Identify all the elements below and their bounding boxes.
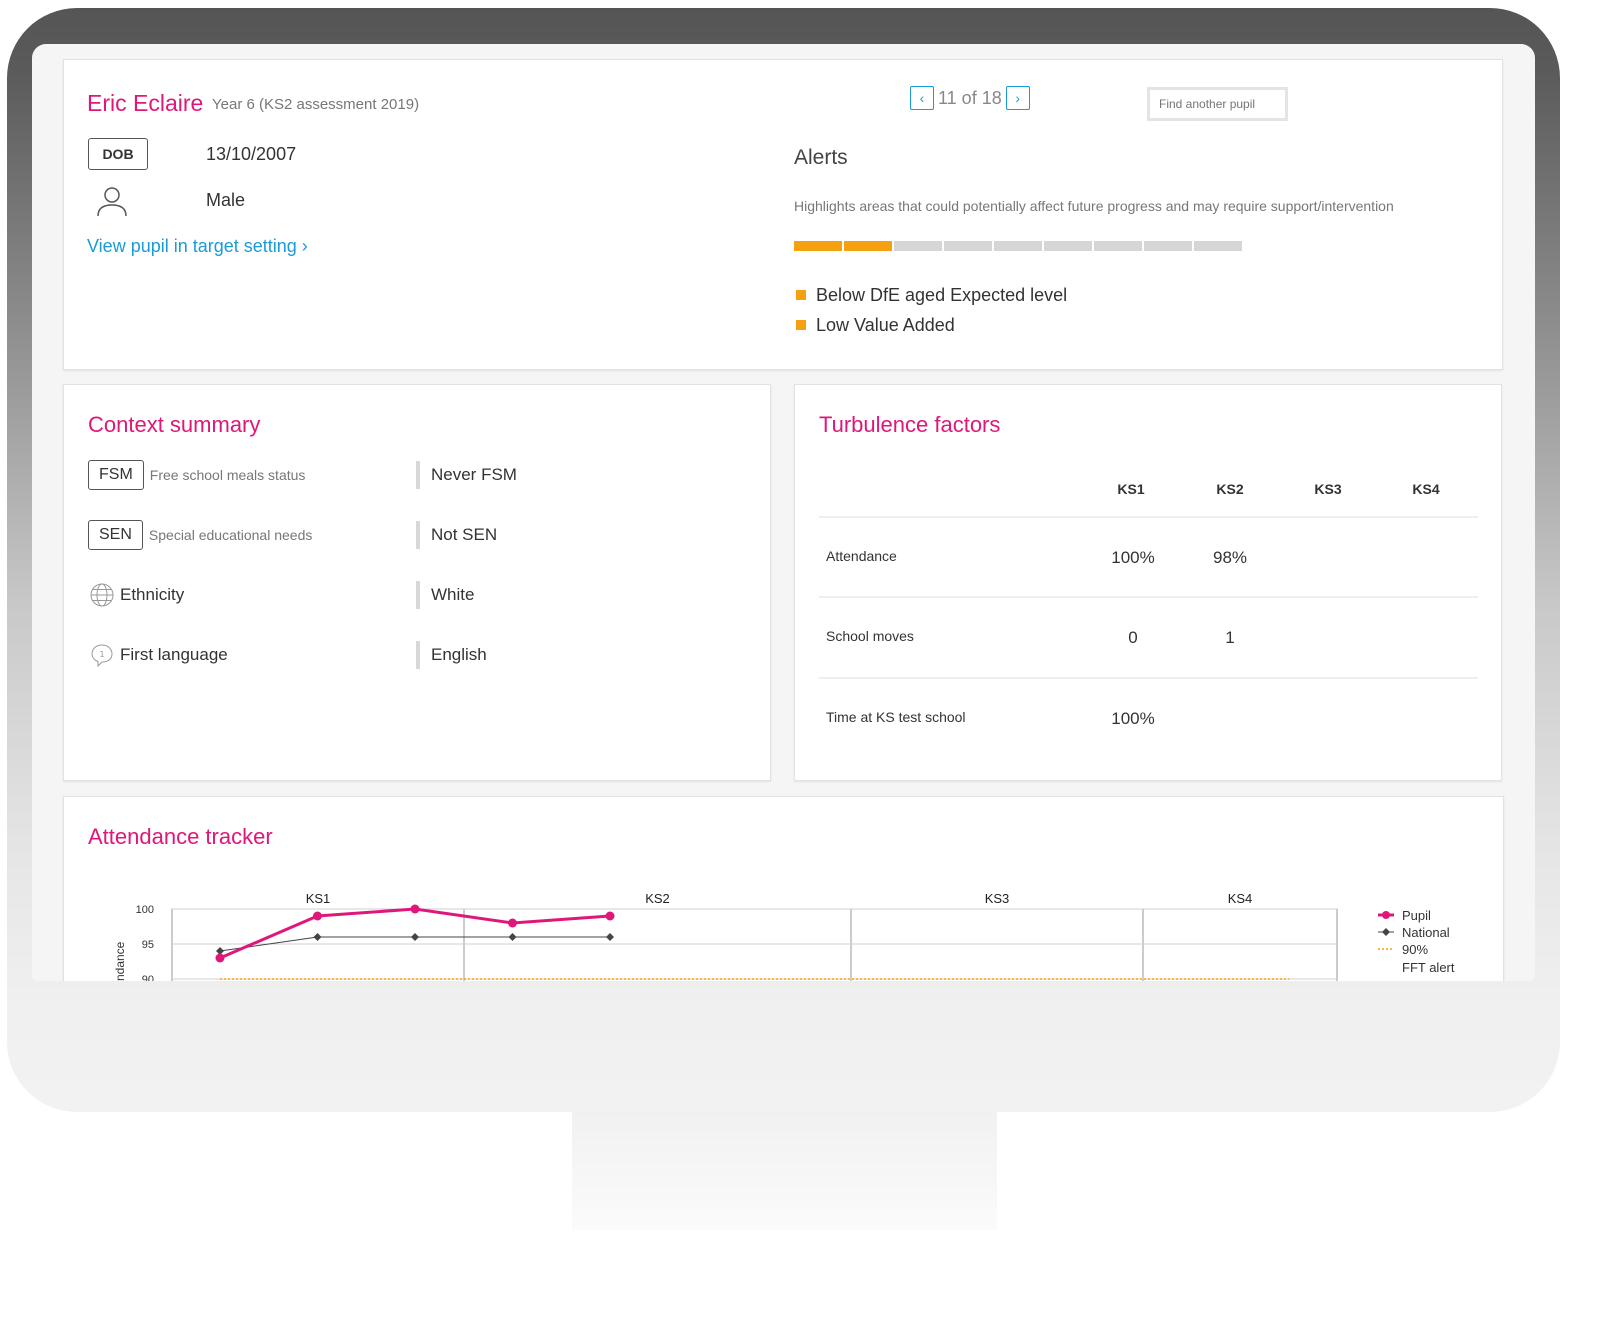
globe-icon	[90, 583, 114, 607]
alert-marker-icon	[796, 290, 806, 300]
alerts-subtitle: Highlights areas that could potentially …	[794, 198, 1394, 214]
context-row-fsm: FSM Free school meals status	[88, 459, 305, 491]
column-header-ks4: KS4	[1412, 481, 1440, 497]
stage-label: KS2	[645, 891, 670, 906]
fsm-badge: FSM	[88, 460, 144, 490]
monitor-stand	[572, 1112, 997, 1230]
alerts-title: Alerts	[794, 146, 848, 169]
alert-item-label: Below DfE aged Expected level	[816, 284, 1068, 305]
sen-badge: SEN	[88, 520, 143, 550]
pupil-header-panel: Eric Eclaire Year 6 (KS2 assessment 2019…	[63, 59, 1503, 370]
stage-label: KS3	[985, 891, 1010, 906]
alert-level-segment	[844, 241, 892, 251]
alert-level-segment	[1144, 241, 1192, 251]
school-moves-ks1-value: 0	[1128, 628, 1138, 647]
sen-value: Not SEN	[416, 521, 497, 549]
alert-item-label: Low Value Added	[816, 314, 955, 335]
attendance-ks1-value: 100%	[1111, 548, 1155, 567]
sen-description: Special educational needs	[148, 527, 313, 543]
prev-pupil-button[interactable]: ‹	[910, 86, 934, 110]
turbulence-factors-title: Turbulence factors	[819, 412, 1001, 437]
alert-level-segment	[794, 241, 842, 251]
alert-item: Low Value Added	[794, 310, 1067, 340]
national-point	[508, 933, 517, 941]
dob-badge: DOB	[88, 138, 148, 170]
legend-national-marker	[1382, 928, 1390, 936]
row-divider	[819, 596, 1478, 598]
column-header-ks2: KS2	[1216, 481, 1244, 497]
context-summary-title: Context summary	[88, 412, 261, 437]
screen: Eric Eclaire Year 6 (KS2 assessment 2019…	[32, 44, 1535, 981]
pupil-name: Eric Eclaire	[87, 90, 204, 116]
national-point	[606, 933, 614, 941]
ethnicity-label: Ethnicity	[120, 585, 185, 604]
stage-label: KS4	[1228, 891, 1253, 906]
pupil-pager: ‹ 11 of 18 ›	[910, 86, 1030, 110]
view-target-setting-link[interactable]: View pupil in target setting ›	[87, 236, 308, 256]
person-icon	[97, 187, 127, 217]
first-language-label: First language	[120, 645, 228, 664]
pupil-point	[215, 953, 225, 963]
alert-marker-icon	[796, 320, 806, 330]
svg-text:1: 1	[99, 650, 104, 659]
y-tick-label: 100	[136, 904, 154, 916]
pupil-point	[410, 904, 420, 914]
y-tick-label: 95	[142, 939, 154, 951]
alert-level-segment	[1094, 241, 1142, 251]
legend-national-label: National	[1402, 925, 1450, 940]
attendance-chart: 100 95 90 Attendance KS1 KS2 KS3 KS4 Pupil Nation…	[113, 891, 1455, 981]
first-language-value: English	[416, 641, 487, 669]
plot-frame	[171, 908, 1338, 981]
attendance-row-label: Attendance	[826, 548, 897, 564]
context-row-ethnicity: Ethnicity	[88, 579, 184, 611]
fsm-value: Never FSM	[416, 461, 517, 489]
pupil-point	[605, 911, 615, 921]
alert-level-bar	[794, 241, 1242, 251]
alert-level-segment	[1194, 241, 1242, 251]
next-pupil-button[interactable]: ›	[1005, 86, 1030, 110]
fsm-description: Free school meals status	[149, 467, 306, 483]
legend-alert-label: 90%	[1402, 942, 1428, 957]
find-pupil-input[interactable]	[1147, 87, 1288, 121]
alert-level-segment	[994, 241, 1042, 251]
gender-value: Male	[206, 190, 246, 210]
time-at-ks-test-school-ks1-value: 100%	[1111, 709, 1155, 728]
context-summary-panel: Context summary FSM Free school meals st…	[63, 384, 771, 781]
attendance-tracker-title: Attendance tracker	[88, 824, 273, 849]
alert-level-segment	[944, 241, 992, 251]
row-divider	[819, 516, 1478, 518]
context-row-sen: SEN Special educational needs	[88, 519, 312, 551]
ethnicity-value: White	[416, 581, 474, 609]
alert-list: Below DfE aged Expected level Low Value …	[794, 280, 1067, 340]
pupil-year: Year 6 (KS2 assessment 2019)	[212, 96, 420, 113]
pupil-point	[508, 918, 517, 928]
attendance-ks2-value: 98%	[1212, 548, 1248, 567]
stage-label: KS1	[306, 891, 331, 906]
speech-bubble-icon: 1	[91, 644, 113, 667]
row-divider	[819, 677, 1478, 679]
context-row-first-language: 1 First language	[88, 639, 228, 671]
attendance-tracker-panel: Attendance tracker 100 95 90 Attendance KS1 K…	[63, 796, 1504, 981]
alert-item: Below DfE aged Expected level	[794, 280, 1067, 310]
school-moves-ks2-value: 1	[1225, 628, 1235, 647]
column-header-ks3: KS3	[1314, 481, 1342, 497]
time-at-ks-test-school-row-label: Time at KS test school	[826, 709, 966, 725]
national-point	[313, 933, 322, 941]
turbulence-factors-panel: Turbulence factors KS1 KS2 KS3 KS4 Atten…	[794, 384, 1502, 781]
legend-alert-label-2: FFT alert	[1402, 960, 1455, 975]
pager-position: 11 of 18	[938, 87, 1002, 108]
dob-value: 13/10/2007	[206, 144, 297, 164]
y-tick-label: 90	[142, 974, 154, 981]
national-point	[411, 933, 419, 941]
legend-pupil-marker	[1382, 911, 1390, 919]
y-axis-label: Attendance	[113, 941, 127, 981]
alert-level-segment	[894, 241, 942, 251]
pupil-point	[313, 911, 322, 921]
column-header-ks1: KS1	[1117, 481, 1145, 497]
legend-pupil-label: Pupil	[1402, 908, 1431, 923]
national-point	[216, 947, 224, 955]
school-moves-row-label: School moves	[826, 628, 914, 644]
alert-level-segment	[1044, 241, 1092, 251]
